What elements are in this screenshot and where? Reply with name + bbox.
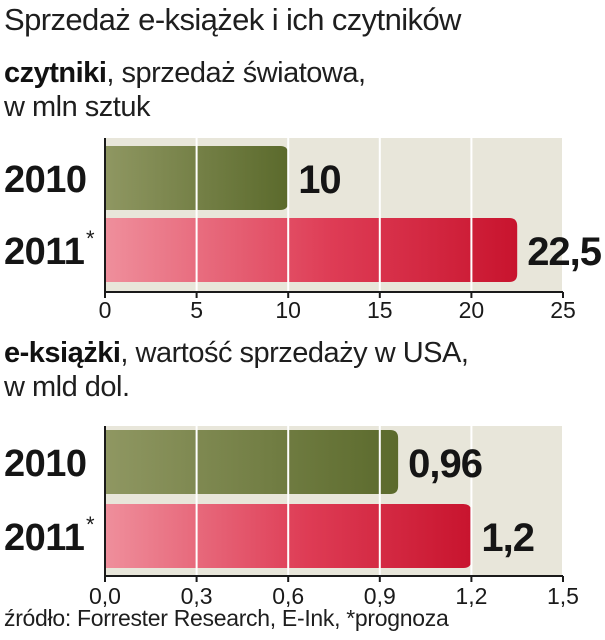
chart1-subtitle: czytniki, sprzedaż światowa, w mln sztuk xyxy=(4,56,366,124)
chart1-subtitle-bold: czytniki xyxy=(4,57,107,89)
category-label: 2011 xyxy=(4,231,85,273)
chart-ebooks: 0,0 0,3 0,6 0,9 1,2 1,5 2010 0,96 2011 * 1,2 xyxy=(4,426,579,609)
category-label: 2011 xyxy=(4,517,85,559)
chart2-subtitle-line2: w mld dol. xyxy=(4,371,130,403)
value-label: 10 xyxy=(298,158,341,202)
value-label: 1,2 xyxy=(481,516,534,560)
x-tick-label: 15 xyxy=(367,297,393,322)
value-label: 22,5 xyxy=(527,230,602,274)
source-note: źródło: Forrester Research, E-Ink, *prog… xyxy=(4,605,449,631)
x-tick-label: 25 xyxy=(550,297,576,322)
chart2-subtitle-line1: , wartość sprzedaży w USA, xyxy=(120,337,469,369)
x-tick-label: 0,6 xyxy=(272,583,304,609)
x-tick-label: 10 xyxy=(275,297,301,322)
forecast-note: * xyxy=(86,512,95,537)
chart-title: Sprzedaż e-książek i ich czytników xyxy=(4,2,461,37)
x-tick-label: 1,2 xyxy=(455,583,487,609)
x-tick-label: 1,5 xyxy=(547,583,579,609)
chart1-subtitle-line2: w mln sztuk xyxy=(4,91,150,123)
chart-readers: 0 5 10 15 20 25 2010 10 2011 * 22,5 xyxy=(4,138,603,322)
chart2-subtitle: e-książki, wartość sprzedaży w USA, w ml… xyxy=(4,336,469,404)
x-tick-label: 0,9 xyxy=(364,583,396,609)
x-tick-label: 0 xyxy=(99,297,112,322)
bar-2011 xyxy=(105,218,518,282)
x-tick-label: 0,3 xyxy=(181,583,213,609)
bar-2010 xyxy=(105,430,399,494)
chart1-subtitle-line1: , sprzedaż światowa, xyxy=(106,57,366,89)
category-label: 2010 xyxy=(4,159,87,201)
x-tick-label: 5 xyxy=(190,297,203,322)
forecast-note: * xyxy=(86,226,95,251)
value-label: 0,96 xyxy=(408,442,482,486)
chart2-subtitle-bold: e-książki xyxy=(4,337,121,369)
x-tick-label: 0,0 xyxy=(89,583,121,609)
category-label: 2010 xyxy=(4,443,87,485)
x-tick-label: 20 xyxy=(459,297,485,322)
